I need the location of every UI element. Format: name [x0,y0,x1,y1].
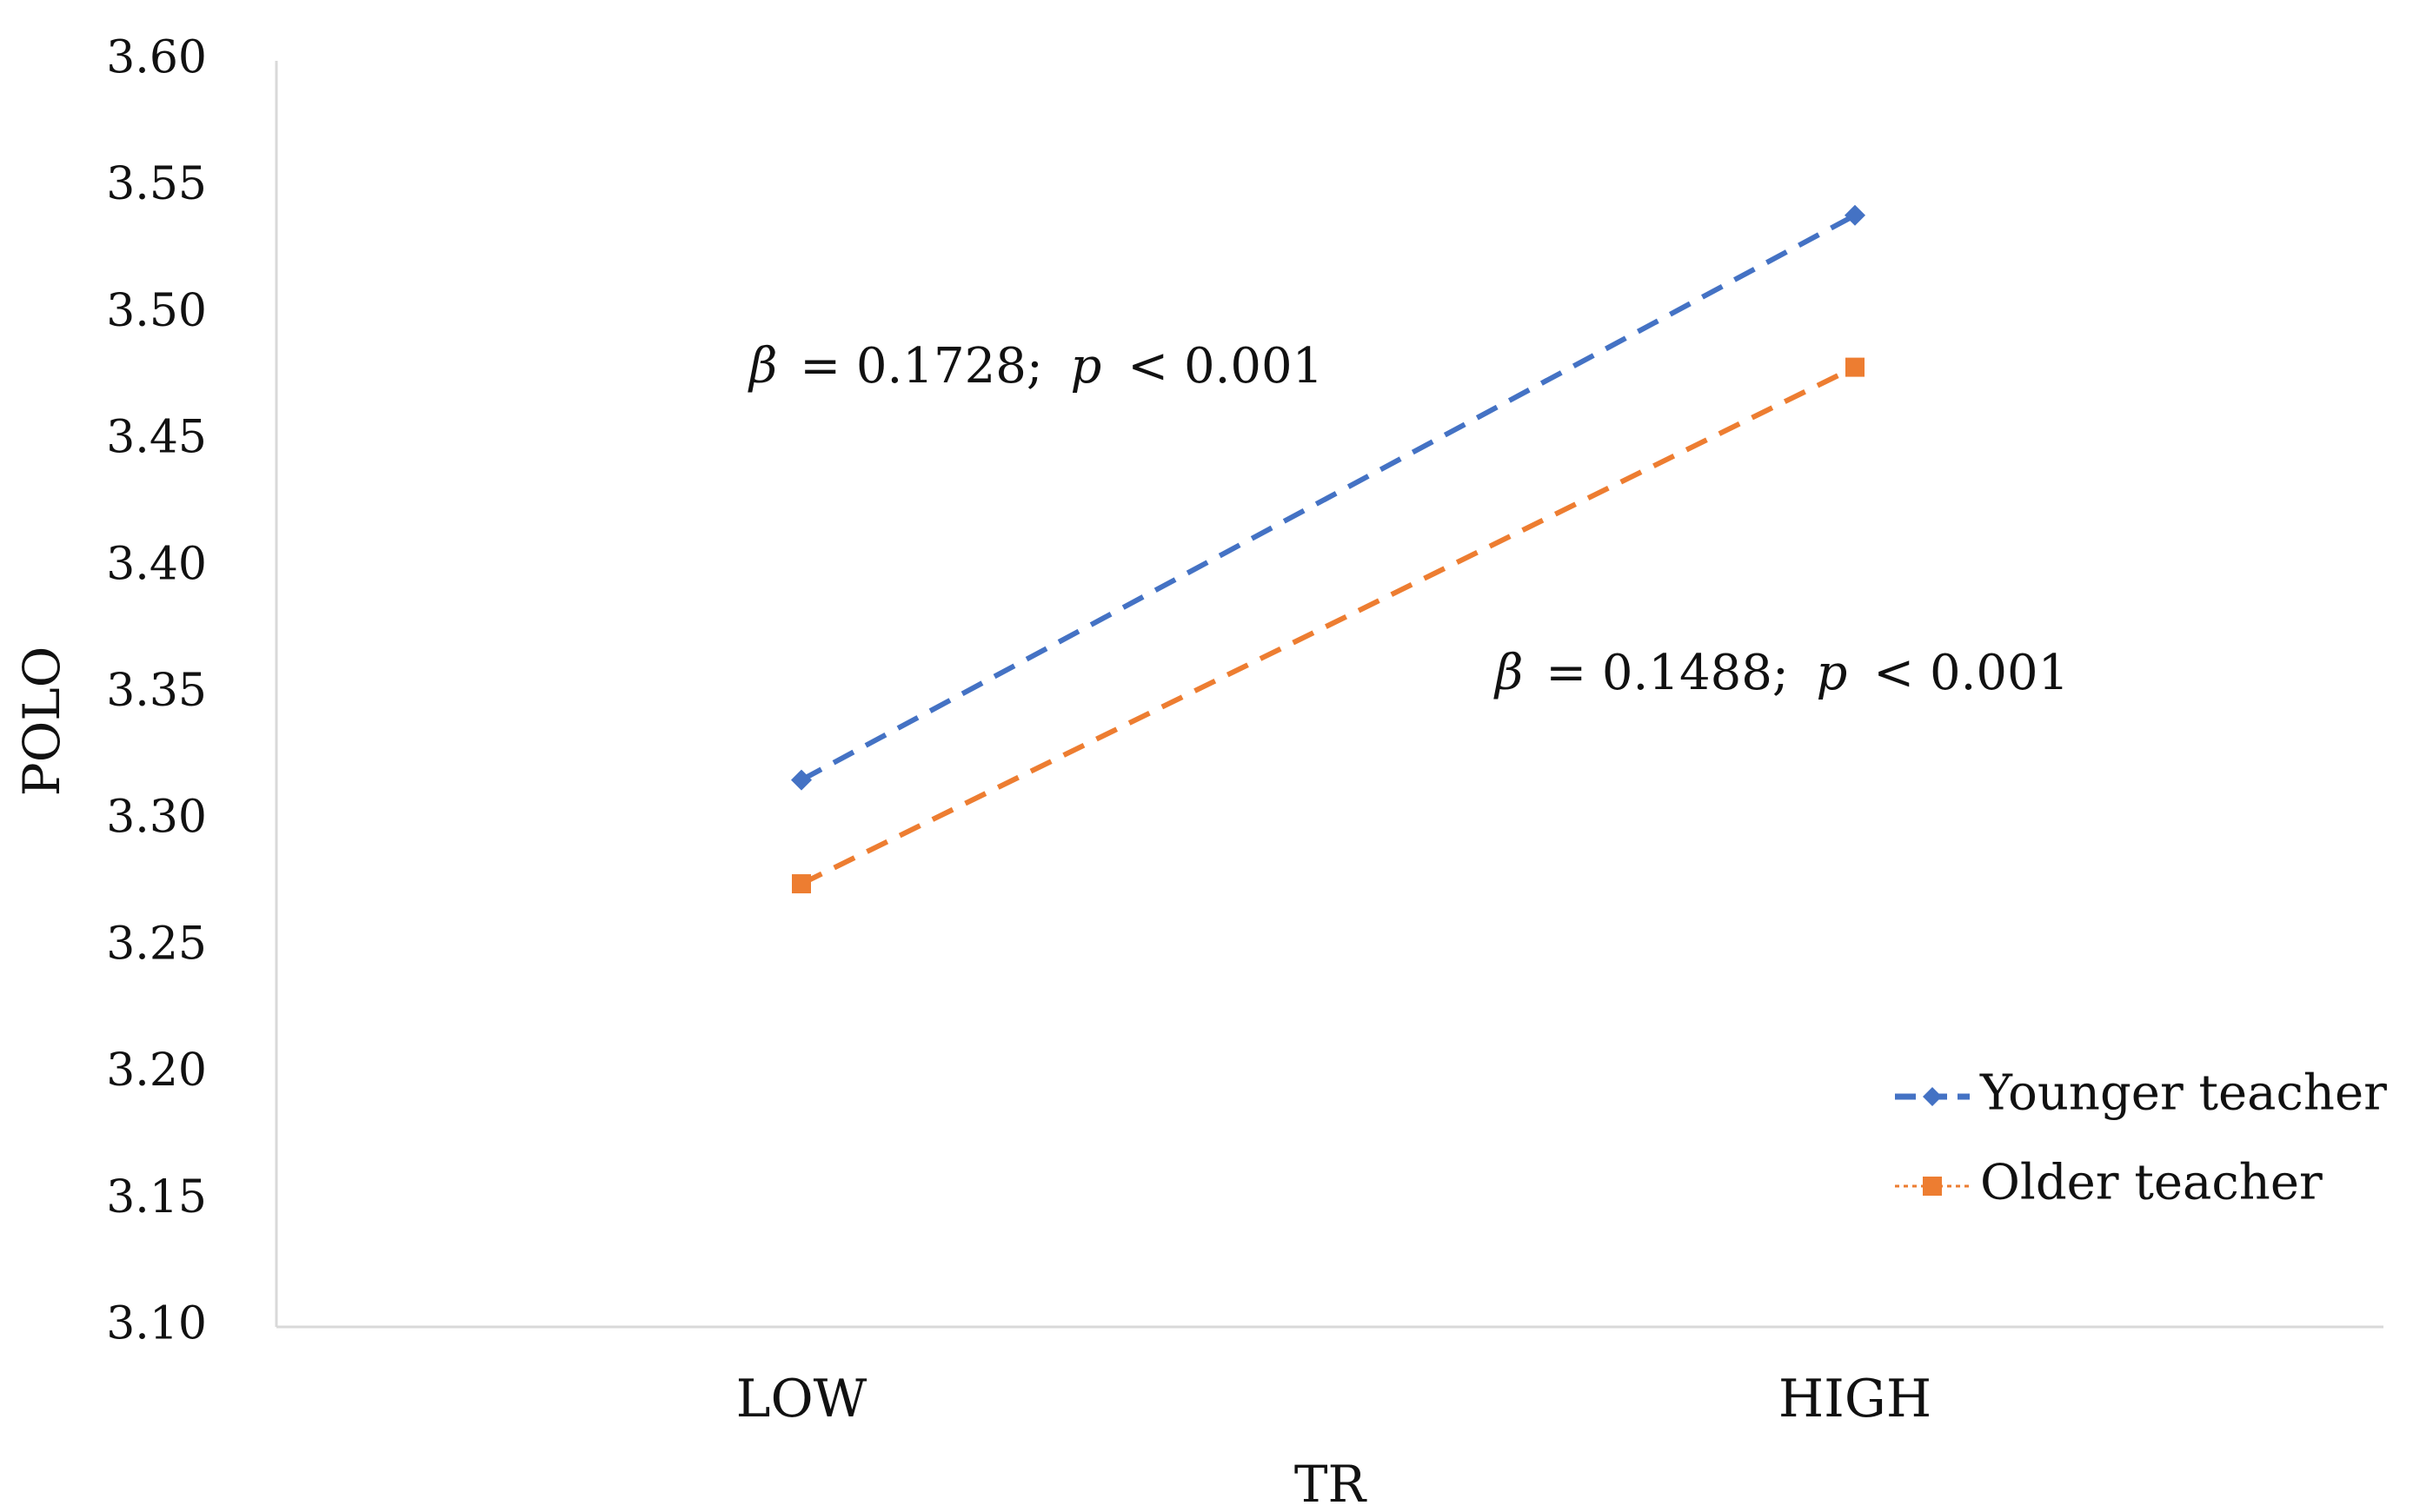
beta-value: = 0.1488; [1546,645,1789,701]
series-line [800,364,1857,886]
x-tick-label-low: LOW [736,1369,867,1429]
y-tick-label: 3.50 [106,285,207,337]
legend-item-older: Older teacher [1895,1155,2323,1211]
y-tick-label: 3.20 [106,1044,207,1097]
y-axis-title: POLO [12,647,71,797]
y-tick-label: 3.60 [106,32,207,84]
legend-marker-younger [1923,1087,1942,1106]
y-tick-label: 3.10 [106,1298,207,1350]
data-point-low [791,769,812,791]
y-tick-label: 3.15 [106,1171,207,1224]
beta-symbol: β [748,338,777,395]
x-tick-label-high: HIGH [1778,1369,1931,1429]
y-tick-label: 3.35 [106,665,207,717]
x-axis-title: TR [1294,1455,1368,1512]
beta-value: = 0.1728; [800,338,1043,395]
series-line [800,213,1857,783]
legend-item-younger: Younger teacher [1895,1065,2387,1122]
data-point-high [1845,357,1865,377]
series-older [792,357,1865,894]
y-tick-label: 3.55 [106,158,207,210]
y-tick-label: 3.25 [106,918,207,970]
beta-symbol: β [1493,645,1523,701]
p-symbol: p [1817,645,1848,701]
annotation-younger: β = 0.1728; p < 0.001 [748,338,1323,395]
legend-label-younger: Younger teacher [1979,1065,2387,1122]
p-value: < 0.001 [1873,645,2069,701]
y-tick-label: 3.45 [106,412,207,464]
legend: Younger teacher Older teacher [1895,1065,2387,1211]
y-tick-label: 3.40 [106,538,207,590]
x-tick-labels: LOW HIGH [736,1369,1931,1429]
series-younger [791,204,1865,791]
legend-label-older: Older teacher [1980,1155,2323,1211]
series-layer [791,204,1865,894]
data-point-high [1845,204,1865,226]
y-tick-labels: 3.10 3.15 3.20 3.25 3.30 3.35 3.40 3.45 … [106,32,207,1350]
p-value: < 0.001 [1127,338,1323,395]
y-tick-label: 3.30 [106,792,207,844]
data-point-low [792,874,811,894]
p-symbol: p [1071,338,1102,395]
annotation-older: β = 0.1488; p < 0.001 [1493,645,2069,701]
legend-marker-older [1923,1177,1942,1196]
